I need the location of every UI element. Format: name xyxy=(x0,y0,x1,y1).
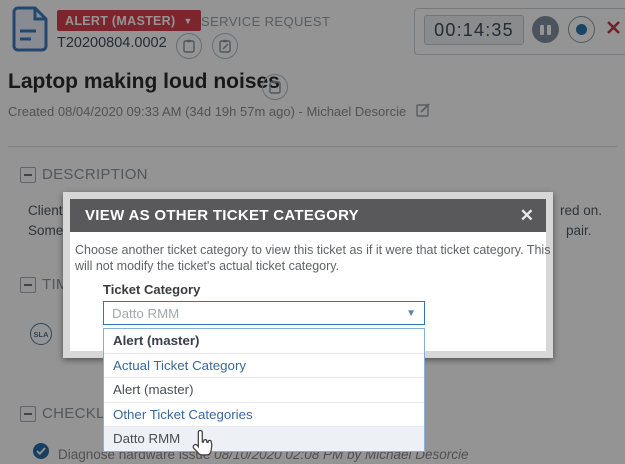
timer-widget xyxy=(414,8,625,55)
sla-badge: SLA xyxy=(30,323,52,345)
ticket-type-icon xyxy=(12,6,48,57)
dropdown-group-actual-ticket-category[interactable]: Actual Ticket Category xyxy=(104,352,424,378)
collapse-checklist-button[interactable] xyxy=(20,406,36,422)
dropdown-item-alert-master-current[interactable]: Alert (master) xyxy=(113,333,200,348)
close-icon xyxy=(607,21,620,34)
created-line: Created 08/04/2020 09:33 AM (34d 19h 57m… xyxy=(8,104,407,119)
collapse-description-button[interactable] xyxy=(20,167,36,183)
copy-ticket-edit-button[interactable] xyxy=(212,33,238,59)
clipboard-icon xyxy=(183,39,195,53)
modal-close-button[interactable]: ✕ xyxy=(519,206,534,225)
clipboard-icon xyxy=(269,80,281,94)
collapse-time-button[interactable] xyxy=(20,277,36,293)
modal-header: VIEW AS OTHER TICKET CATEGORY ✕ xyxy=(70,199,546,232)
description-text-fragment: Some xyxy=(28,223,64,238)
dropdown-item-datto-rmm[interactable]: Datto RMM xyxy=(104,426,424,451)
ticket-category-dropdown[interactable]: Datto RMM ▼ xyxy=(103,301,425,325)
copy-ticket-number-button[interactable] xyxy=(176,33,202,59)
badge-caret-icon: ▼ xyxy=(183,15,193,26)
edit-created-button[interactable] xyxy=(416,103,431,122)
edit-pencil-icon xyxy=(416,103,430,117)
check-icon xyxy=(36,447,46,455)
pause-button[interactable] xyxy=(532,16,559,43)
header-divider xyxy=(8,146,617,147)
timer-display: 00:14:35 xyxy=(424,15,524,45)
checklist-item-checkbox[interactable] xyxy=(33,443,49,459)
description-text-fragment: pair. xyxy=(566,223,592,238)
description-text-fragment: Client xyxy=(28,203,63,218)
ticket-category-badge-label: ALERT (MASTER) xyxy=(65,13,176,28)
modal-title: VIEW AS OTHER TICKET CATEGORY xyxy=(85,207,359,224)
record-button[interactable] xyxy=(568,16,595,43)
description-section-label: DESCRIPTION xyxy=(42,166,148,183)
ticket-category-dropdown-value: Datto RMM xyxy=(112,305,180,321)
ticket-type-label: SERVICE REQUEST xyxy=(201,14,331,29)
ticket-category-field-label: Ticket Category xyxy=(103,282,201,297)
chevron-down-icon: ▼ xyxy=(406,307,416,319)
clipboard-pencil-icon xyxy=(219,39,231,53)
page-title: Laptop making loud noises xyxy=(8,70,280,93)
timer-close-button[interactable] xyxy=(606,20,621,40)
ticket-category-badge[interactable]: ALERT (MASTER) ▼ xyxy=(57,10,201,31)
modal-body-text: Choose another ticket category to view t… xyxy=(75,243,551,273)
dropdown-item-alert-master[interactable]: Alert (master) xyxy=(104,377,424,402)
copy-title-button[interactable] xyxy=(262,74,288,100)
ticket-category-dropdown-list: Alert (master) Actual Ticket Category Al… xyxy=(103,328,425,452)
ticket-number: T20200804.0002 xyxy=(57,35,167,51)
description-text-fragment: red on. xyxy=(560,203,603,218)
dropdown-group-other-ticket-categories[interactable]: Other Ticket Categories xyxy=(104,401,424,427)
